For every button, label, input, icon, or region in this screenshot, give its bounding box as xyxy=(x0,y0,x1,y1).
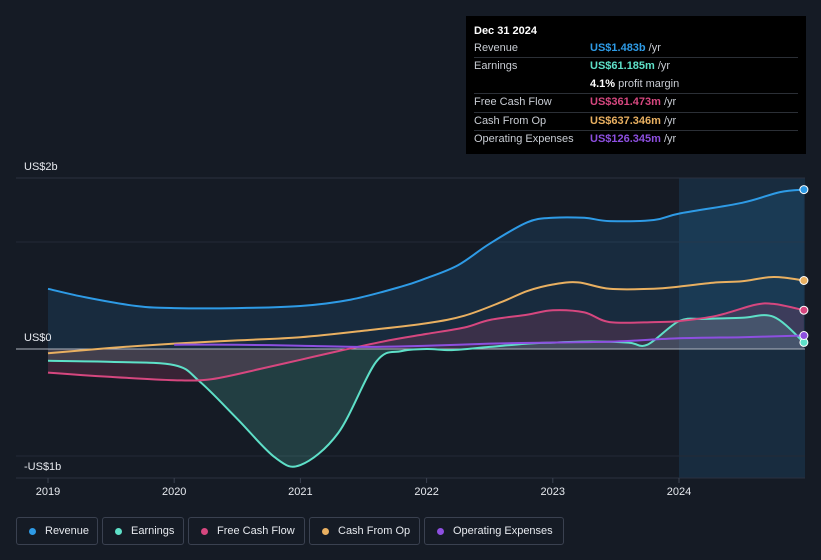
tooltip-value: US$126.345m xyxy=(590,132,661,145)
tooltip-row-earnings: Earnings US$61.185m /yr xyxy=(474,57,798,75)
legend-label: Revenue xyxy=(45,525,90,537)
earnings-area xyxy=(48,315,804,467)
legend-label: Earnings xyxy=(131,525,175,537)
tooltip-label: Free Cash Flow xyxy=(474,96,552,109)
tooltip-label: Operating Expenses xyxy=(474,132,574,145)
tooltip-unit: /yr xyxy=(648,42,661,54)
x-tick-label-2019: 2019 xyxy=(36,486,60,498)
tooltip-label: Revenue xyxy=(474,42,519,54)
cash-from-op-endpoint xyxy=(799,276,809,285)
tooltip-row-fcf: Free Cash Flow US$361.473m /yr xyxy=(474,93,798,111)
x-tick-label-2022: 2022 xyxy=(414,486,438,498)
tooltip-unit: /yr xyxy=(657,60,671,73)
tooltip-unit: /yr xyxy=(663,96,677,109)
x-tick-label-2024: 2024 xyxy=(667,486,691,498)
y-label-zero: US$0 xyxy=(24,332,52,344)
tooltip-unit: /yr xyxy=(663,114,677,127)
tooltip-unit: profit margin xyxy=(618,77,680,90)
tooltip-row-margin: 4.1% profit margin xyxy=(474,76,798,93)
legend-earnings[interactable]: Earnings xyxy=(102,517,184,545)
revenue-area xyxy=(48,189,804,349)
x-tick-label-2020: 2020 xyxy=(162,486,186,498)
legend-cash-from-op[interactable]: Cash From Op xyxy=(309,517,420,545)
operating-expenses-line xyxy=(174,334,804,348)
tooltip-unit: /yr xyxy=(663,132,677,145)
legend-dot-icon xyxy=(437,527,444,535)
legend-operating-expenses[interactable]: Operating Expenses xyxy=(424,517,564,545)
tooltip-date: Dec 31 2024 xyxy=(474,25,537,37)
y-label-bottom: -US$1b xyxy=(24,461,61,473)
y-label-top: US$2b xyxy=(24,161,58,173)
legend-label: Free Cash Flow xyxy=(217,525,295,537)
tooltip-label xyxy=(474,76,590,93)
earnings-line xyxy=(47,314,805,468)
tooltip-row-revenue: Revenue US$1.483b /yr xyxy=(474,40,798,57)
legend-dot-icon xyxy=(29,527,36,535)
x-tick-label-2023: 2023 xyxy=(541,486,565,498)
forecast-highlight xyxy=(679,178,805,478)
legend-label: Cash From Op xyxy=(338,525,411,537)
legend-revenue[interactable]: Revenue xyxy=(16,517,98,545)
tooltip-label: Cash From Op xyxy=(474,114,547,127)
tooltip: Dec 31 2024 Revenue US$1.483b /yr Earnin… xyxy=(466,16,806,154)
tooltip-row-cfo: Cash From Op US$637.346m /yr xyxy=(474,111,798,130)
legend-free-cash-flow[interactable]: Free Cash Flow xyxy=(188,517,305,545)
cash-from-op-line xyxy=(47,275,805,355)
tooltip-value: US$1.483b xyxy=(590,42,646,54)
tooltip-value: US$61.185m xyxy=(590,60,655,73)
tooltip-value: US$637.346m xyxy=(590,114,661,127)
x-tick-label-2021: 2021 xyxy=(288,486,312,498)
free-cash-flow-endpoint xyxy=(799,305,809,315)
tooltip-label: Earnings xyxy=(474,60,518,73)
free-cash-flow-line xyxy=(47,302,805,382)
operating-expenses-endpoint xyxy=(799,331,809,340)
legend-label: Operating Expenses xyxy=(453,525,553,537)
revenue-endpoint xyxy=(799,185,809,195)
revenue-line xyxy=(47,188,804,310)
tooltip-row-opex: Operating Expenses US$126.345m /yr xyxy=(474,129,798,148)
tooltip-value: 4.1% xyxy=(590,77,616,90)
legend-dot-icon xyxy=(201,527,208,535)
tooltip-value: US$361.473m xyxy=(590,96,661,109)
legend-dot-icon xyxy=(115,527,122,535)
legend-dot-icon xyxy=(322,527,329,535)
